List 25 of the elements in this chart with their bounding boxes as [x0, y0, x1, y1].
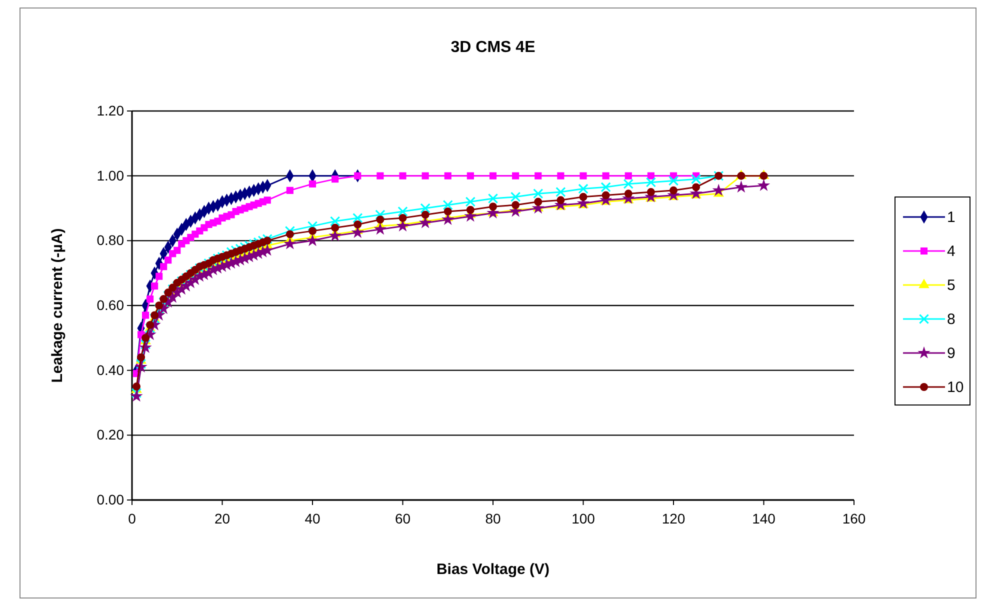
x-tick-label: 0	[128, 510, 136, 526]
legend-label: 4	[947, 243, 956, 260]
y-tick-label: 1.00	[96, 167, 124, 184]
legend-label: 9	[947, 345, 956, 362]
x-tick-label: 20	[214, 510, 230, 526]
y-tick-label: 0.60	[96, 296, 124, 313]
x-tick-label: 120	[662, 510, 686, 526]
y-axis-title: Leakage current (-µA)	[49, 228, 66, 383]
y-tick-label: 0.40	[96, 362, 124, 378]
x-tick-label: 140	[752, 510, 776, 526]
x-tick-label: 60	[394, 510, 411, 526]
x-tick-label: 80	[485, 510, 501, 526]
y-tick-label: 0.20	[96, 426, 124, 443]
x-tick-label: 40	[304, 510, 320, 526]
y-tick-label: 1.20	[96, 102, 124, 118]
y-tick-label: 0.00	[96, 491, 124, 508]
x-tick-label: 100	[572, 510, 596, 526]
legend-label: 8	[947, 311, 956, 328]
x-tick-label: 160	[842, 510, 866, 526]
x-axis-title: Bias Voltage (V)	[436, 561, 550, 578]
legend-label: 10	[947, 379, 964, 396]
legend-label: 1	[947, 209, 956, 226]
chart-title: 3D CMS 4E	[450, 39, 536, 56]
legend-label: 5	[947, 277, 956, 294]
y-tick-label: 0.80	[96, 232, 124, 248]
